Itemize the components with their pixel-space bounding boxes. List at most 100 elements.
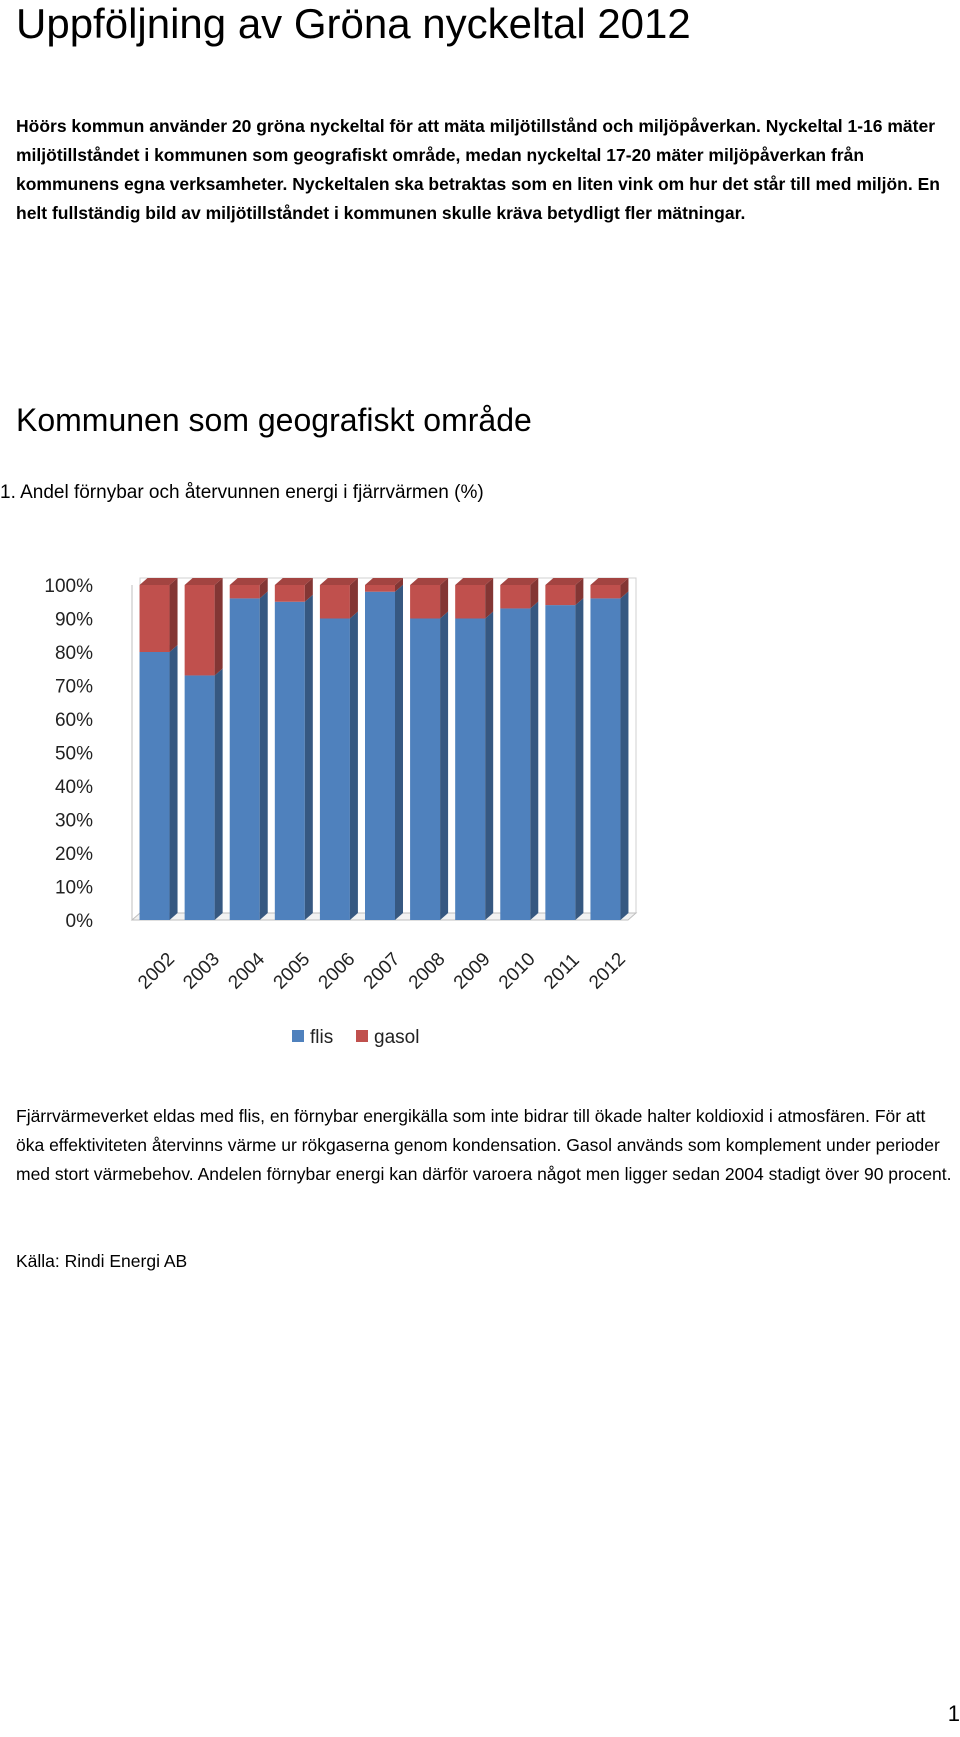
- bar-side: [214, 668, 223, 920]
- x-tick-label: 2011: [540, 950, 584, 994]
- bar-gasol-2002: [139, 578, 178, 652]
- bar-front: [365, 591, 395, 920]
- bar-top: [545, 578, 584, 585]
- bar-side: [214, 578, 223, 676]
- section-heading: Kommunen som geografiskt område: [16, 402, 532, 438]
- bar-flis-2007: [365, 584, 403, 920]
- bar-flis-2003: [184, 668, 223, 920]
- y-tick-label: 90%: [55, 610, 93, 631]
- page-number: 1: [947, 1701, 960, 1726]
- bar-side: [304, 578, 313, 602]
- bar-flis-2005: [274, 594, 313, 920]
- bar-gasol-2009: [455, 578, 494, 619]
- bar-side: [575, 578, 584, 606]
- bar-flis-2011: [545, 598, 584, 920]
- bar-front: [410, 585, 441, 619]
- bar-gasol-2008: [410, 578, 449, 619]
- bar-front: [455, 585, 486, 619]
- bar-gasol-2004: [229, 578, 268, 599]
- bar-top: [500, 578, 539, 585]
- body-paragraph: Fjärrvärmeverket eldas med flis, en förn…: [16, 1106, 952, 1184]
- y-tick-label: 0%: [66, 911, 94, 932]
- page-title: Uppföljning av Gröna nyckeltal 2012: [16, 0, 691, 47]
- x-tick-label: 2004: [224, 948, 269, 993]
- x-tick-label: 2010: [495, 949, 540, 994]
- bar-front: [229, 598, 260, 920]
- bar-top: [184, 578, 223, 585]
- y-tick-label: 100%: [44, 576, 93, 597]
- bar-front: [455, 618, 486, 920]
- bar-top: [139, 578, 178, 585]
- bar-front: [139, 652, 170, 920]
- bar-side: [395, 584, 403, 920]
- bar-front: [500, 608, 531, 920]
- y-tick-label: 50%: [55, 744, 93, 765]
- bar-side: [620, 578, 629, 599]
- y-tick-label: 40%: [55, 777, 93, 798]
- source-note: Källa: Rindi Energi AB: [16, 1251, 188, 1271]
- legend-label-flis: flis: [310, 1027, 333, 1048]
- bar-front: [590, 585, 621, 599]
- x-tick-label: 2006: [315, 949, 360, 994]
- x-tick-label: 2003: [179, 949, 224, 994]
- legend-swatch-flis: [292, 1030, 304, 1042]
- bar-side: [575, 598, 584, 920]
- bar-gasol-2007: [365, 578, 403, 592]
- bar-side: [440, 611, 449, 920]
- bar-side: [169, 645, 178, 920]
- bar-flis-2012: [590, 591, 629, 920]
- y-tick-label: 70%: [55, 677, 93, 698]
- bar-front: [274, 585, 305, 602]
- bar-side: [349, 578, 358, 619]
- bar-side: [485, 611, 494, 920]
- bar-gasol-2010: [500, 578, 539, 609]
- y-tick-label: 80%: [55, 643, 93, 664]
- bar-front: [319, 618, 350, 920]
- bar-side: [349, 611, 358, 920]
- bar-gasol-2012: [590, 578, 629, 599]
- bar-front: [500, 585, 531, 609]
- stacked-bar-chart: 0%10%20%30%40%50%60%70%80%90%100% 2002 20…: [44, 576, 638, 1048]
- x-tick-label: 2008: [405, 949, 450, 994]
- bar-side: [530, 578, 539, 609]
- bar-side: [530, 601, 539, 920]
- bar-gasol-2003: [184, 578, 223, 676]
- x-tick-label: 2007: [360, 949, 405, 994]
- bar-side: [304, 594, 313, 920]
- bar-side: [440, 578, 449, 619]
- bar-flis-2009: [455, 611, 494, 920]
- bar-top: [455, 578, 494, 585]
- bar-front: [274, 601, 305, 920]
- bar-front: [410, 618, 441, 920]
- bar-front: [545, 605, 576, 920]
- bar-side: [395, 578, 403, 592]
- bar-front: [229, 585, 260, 599]
- bar-front: [590, 598, 621, 920]
- bar-gasol-2005: [274, 578, 313, 602]
- bar-side: [169, 578, 178, 652]
- y-tick-label: 10%: [55, 878, 93, 899]
- bar-side: [259, 578, 268, 599]
- bar-gasol-2011: [545, 578, 584, 606]
- bar-front: [184, 585, 215, 676]
- intro-paragraph: Höörs kommun använder 20 gröna nyckeltal…: [16, 116, 940, 223]
- y-tick-label: 30%: [55, 811, 93, 832]
- x-tick-label: 2009: [450, 949, 495, 994]
- bar-front: [319, 585, 350, 619]
- bar-flis-2008: [410, 611, 449, 920]
- x-tick-label: 2002: [134, 949, 179, 994]
- x-tick-label: 2012: [585, 949, 630, 994]
- bar-top: [590, 578, 629, 585]
- bar-front: [184, 675, 215, 920]
- bar-side: [485, 578, 494, 619]
- chart-title: 1. Andel förnybar och återvunnen energi …: [0, 482, 484, 503]
- bar-top: [365, 578, 403, 585]
- bar-front: [365, 585, 395, 592]
- bar-flis-2004: [229, 591, 268, 920]
- bar-top: [274, 578, 313, 585]
- y-tick-label: 60%: [55, 710, 93, 731]
- legend-swatch-gasol: [356, 1030, 368, 1042]
- bar-top: [319, 578, 358, 585]
- bar-front: [139, 585, 170, 652]
- y-tick-label: 20%: [55, 844, 93, 865]
